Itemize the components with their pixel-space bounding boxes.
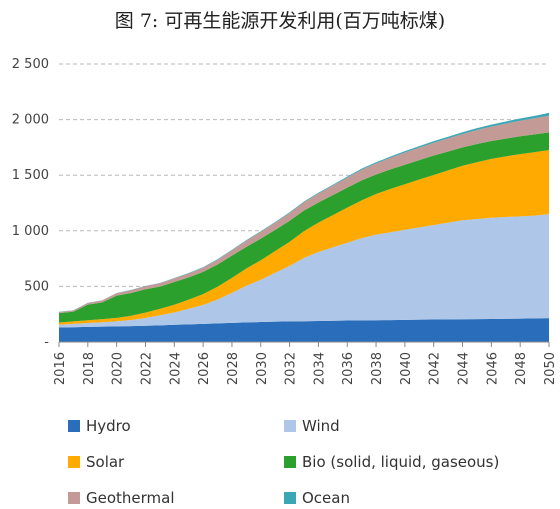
x-tick-label: 2030 xyxy=(255,352,270,385)
legend-swatch-geothermal xyxy=(68,492,80,504)
x-tick-label: 2046 xyxy=(485,352,500,385)
y-tick-label: 1 500 xyxy=(12,168,49,183)
x-tick-label: 2020 xyxy=(111,352,126,385)
legend-item-hydro: Hydro xyxy=(68,416,131,436)
y-tick-label: 2 500 xyxy=(12,57,49,72)
area-bio xyxy=(59,132,549,323)
y-tick-label: 2 000 xyxy=(12,113,49,128)
y-tick-label: 500 xyxy=(24,279,49,294)
area-hydro xyxy=(59,318,549,342)
legend-swatch-solar xyxy=(68,456,80,468)
legend-item-geothermal: Geothermal xyxy=(68,488,175,508)
x-tick-label: 2018 xyxy=(82,352,97,385)
y-tick-label: - xyxy=(44,335,49,350)
x-tick-label: 2042 xyxy=(428,352,443,385)
legend-item-wind: Wind xyxy=(284,416,340,436)
x-tick-label: 2048 xyxy=(514,352,529,385)
legend-label-ocean: Ocean xyxy=(302,489,350,507)
y-tick-label: 1 000 xyxy=(12,224,49,239)
x-tick-label: 2050 xyxy=(543,352,558,385)
x-tick-label: 2028 xyxy=(226,352,241,385)
legend-swatch-hydro xyxy=(68,420,80,432)
area-series xyxy=(59,112,549,342)
legend-swatch-wind xyxy=(284,420,296,432)
legend-swatch-bio xyxy=(284,456,296,468)
x-tick-label: 2038 xyxy=(370,352,385,385)
x-tick-label: 2036 xyxy=(341,352,356,385)
x-tick-label: 2016 xyxy=(53,352,68,385)
x-axis: 2016 2018 2020 2022 2024 2026 2028 2030 2032 2034… xyxy=(53,341,558,385)
legend: Hydro Wind Solar Bio (solid, liquid, gas… xyxy=(0,410,560,509)
legend-label-solar: Solar xyxy=(86,453,125,471)
area-solar xyxy=(59,150,549,325)
legend-label-wind: Wind xyxy=(302,417,340,435)
x-tick-label: 2044 xyxy=(457,352,472,385)
legend-label-bio: Bio (solid, liquid, gaseous) xyxy=(302,453,500,471)
x-tick-label: 2040 xyxy=(399,352,414,385)
legend-swatch-ocean xyxy=(284,492,296,504)
legend-label-hydro: Hydro xyxy=(86,417,131,435)
legend-item-solar: Solar xyxy=(68,452,124,472)
chart-title: 图 7: 可再生能源开发利用(百万吨标煤) xyxy=(114,10,446,32)
legend-item-ocean: Ocean xyxy=(284,488,350,508)
area-wind xyxy=(59,214,549,328)
legend-label-geothermal: Geothermal xyxy=(86,489,175,507)
y-axis-ticks: - 500 1 000 1 500 2 000 2 500 xyxy=(12,57,50,350)
x-tick-label: 2022 xyxy=(139,352,154,385)
x-tick-label: 2034 xyxy=(312,352,327,385)
x-tick-label: 2026 xyxy=(197,352,212,385)
stacked-area-chart: - 500 1 000 1 500 2 000 2 500 2016 2018 2020 202… xyxy=(12,57,558,385)
x-tick-label: 2032 xyxy=(284,352,299,385)
x-tick-label: 2024 xyxy=(168,352,183,385)
area-geothermal xyxy=(59,115,549,314)
legend-item-bio: Bio (solid, liquid, gaseous) xyxy=(284,452,499,472)
